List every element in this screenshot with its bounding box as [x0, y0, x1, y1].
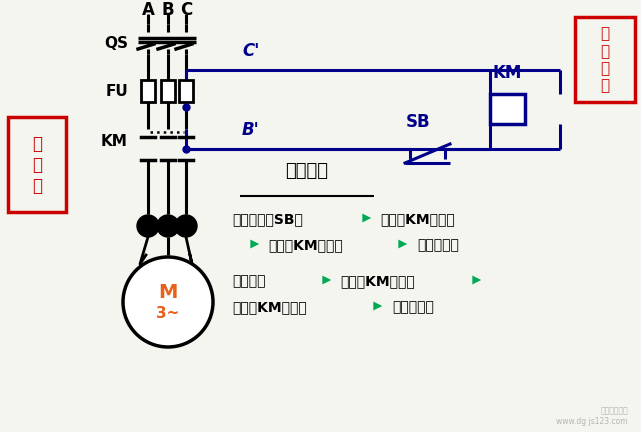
- Circle shape: [123, 257, 213, 347]
- Text: 电工技术之家
www.dg js123.com: 电工技术之家 www.dg js123.com: [556, 407, 628, 426]
- Bar: [161, 80, 175, 102]
- Text: 控
制
电
路: 控 制 电 路: [601, 26, 610, 94]
- Text: 线圈（KM）断电: 线圈（KM）断电: [340, 274, 415, 288]
- Text: 动作过程: 动作过程: [285, 162, 328, 180]
- Text: 触头（KM）闭合: 触头（KM）闭合: [268, 238, 343, 252]
- Bar: [179, 80, 193, 102]
- Bar: [8, 117, 66, 212]
- Text: 主
电
路: 主 电 路: [32, 135, 42, 195]
- Text: FU: FU: [105, 83, 128, 98]
- Text: 按下按鈕（SB）: 按下按鈕（SB）: [232, 212, 303, 226]
- Circle shape: [137, 215, 159, 237]
- Text: 电机停转。: 电机停转。: [392, 300, 434, 314]
- Bar: [575, 17, 635, 102]
- Bar: [141, 80, 155, 102]
- Text: A: A: [142, 1, 154, 19]
- Text: KM: KM: [101, 134, 128, 149]
- Text: C: C: [180, 1, 192, 19]
- Text: 按鈕松开: 按鈕松开: [232, 274, 265, 288]
- Circle shape: [175, 215, 197, 237]
- Text: KM: KM: [492, 64, 522, 82]
- Text: C': C': [242, 42, 260, 60]
- Text: 线圈（KM）通电: 线圈（KM）通电: [380, 212, 454, 226]
- Text: QS: QS: [104, 35, 128, 51]
- Text: 电机转动；: 电机转动；: [417, 238, 459, 252]
- Text: 触头（KM）打开: 触头（KM）打开: [232, 300, 307, 314]
- Text: M: M: [158, 283, 178, 302]
- Bar: [490, 94, 525, 124]
- Text: 3~: 3~: [156, 306, 179, 321]
- Text: SB: SB: [406, 113, 430, 131]
- Text: B': B': [242, 121, 260, 139]
- Text: B: B: [162, 1, 174, 19]
- Circle shape: [157, 215, 179, 237]
